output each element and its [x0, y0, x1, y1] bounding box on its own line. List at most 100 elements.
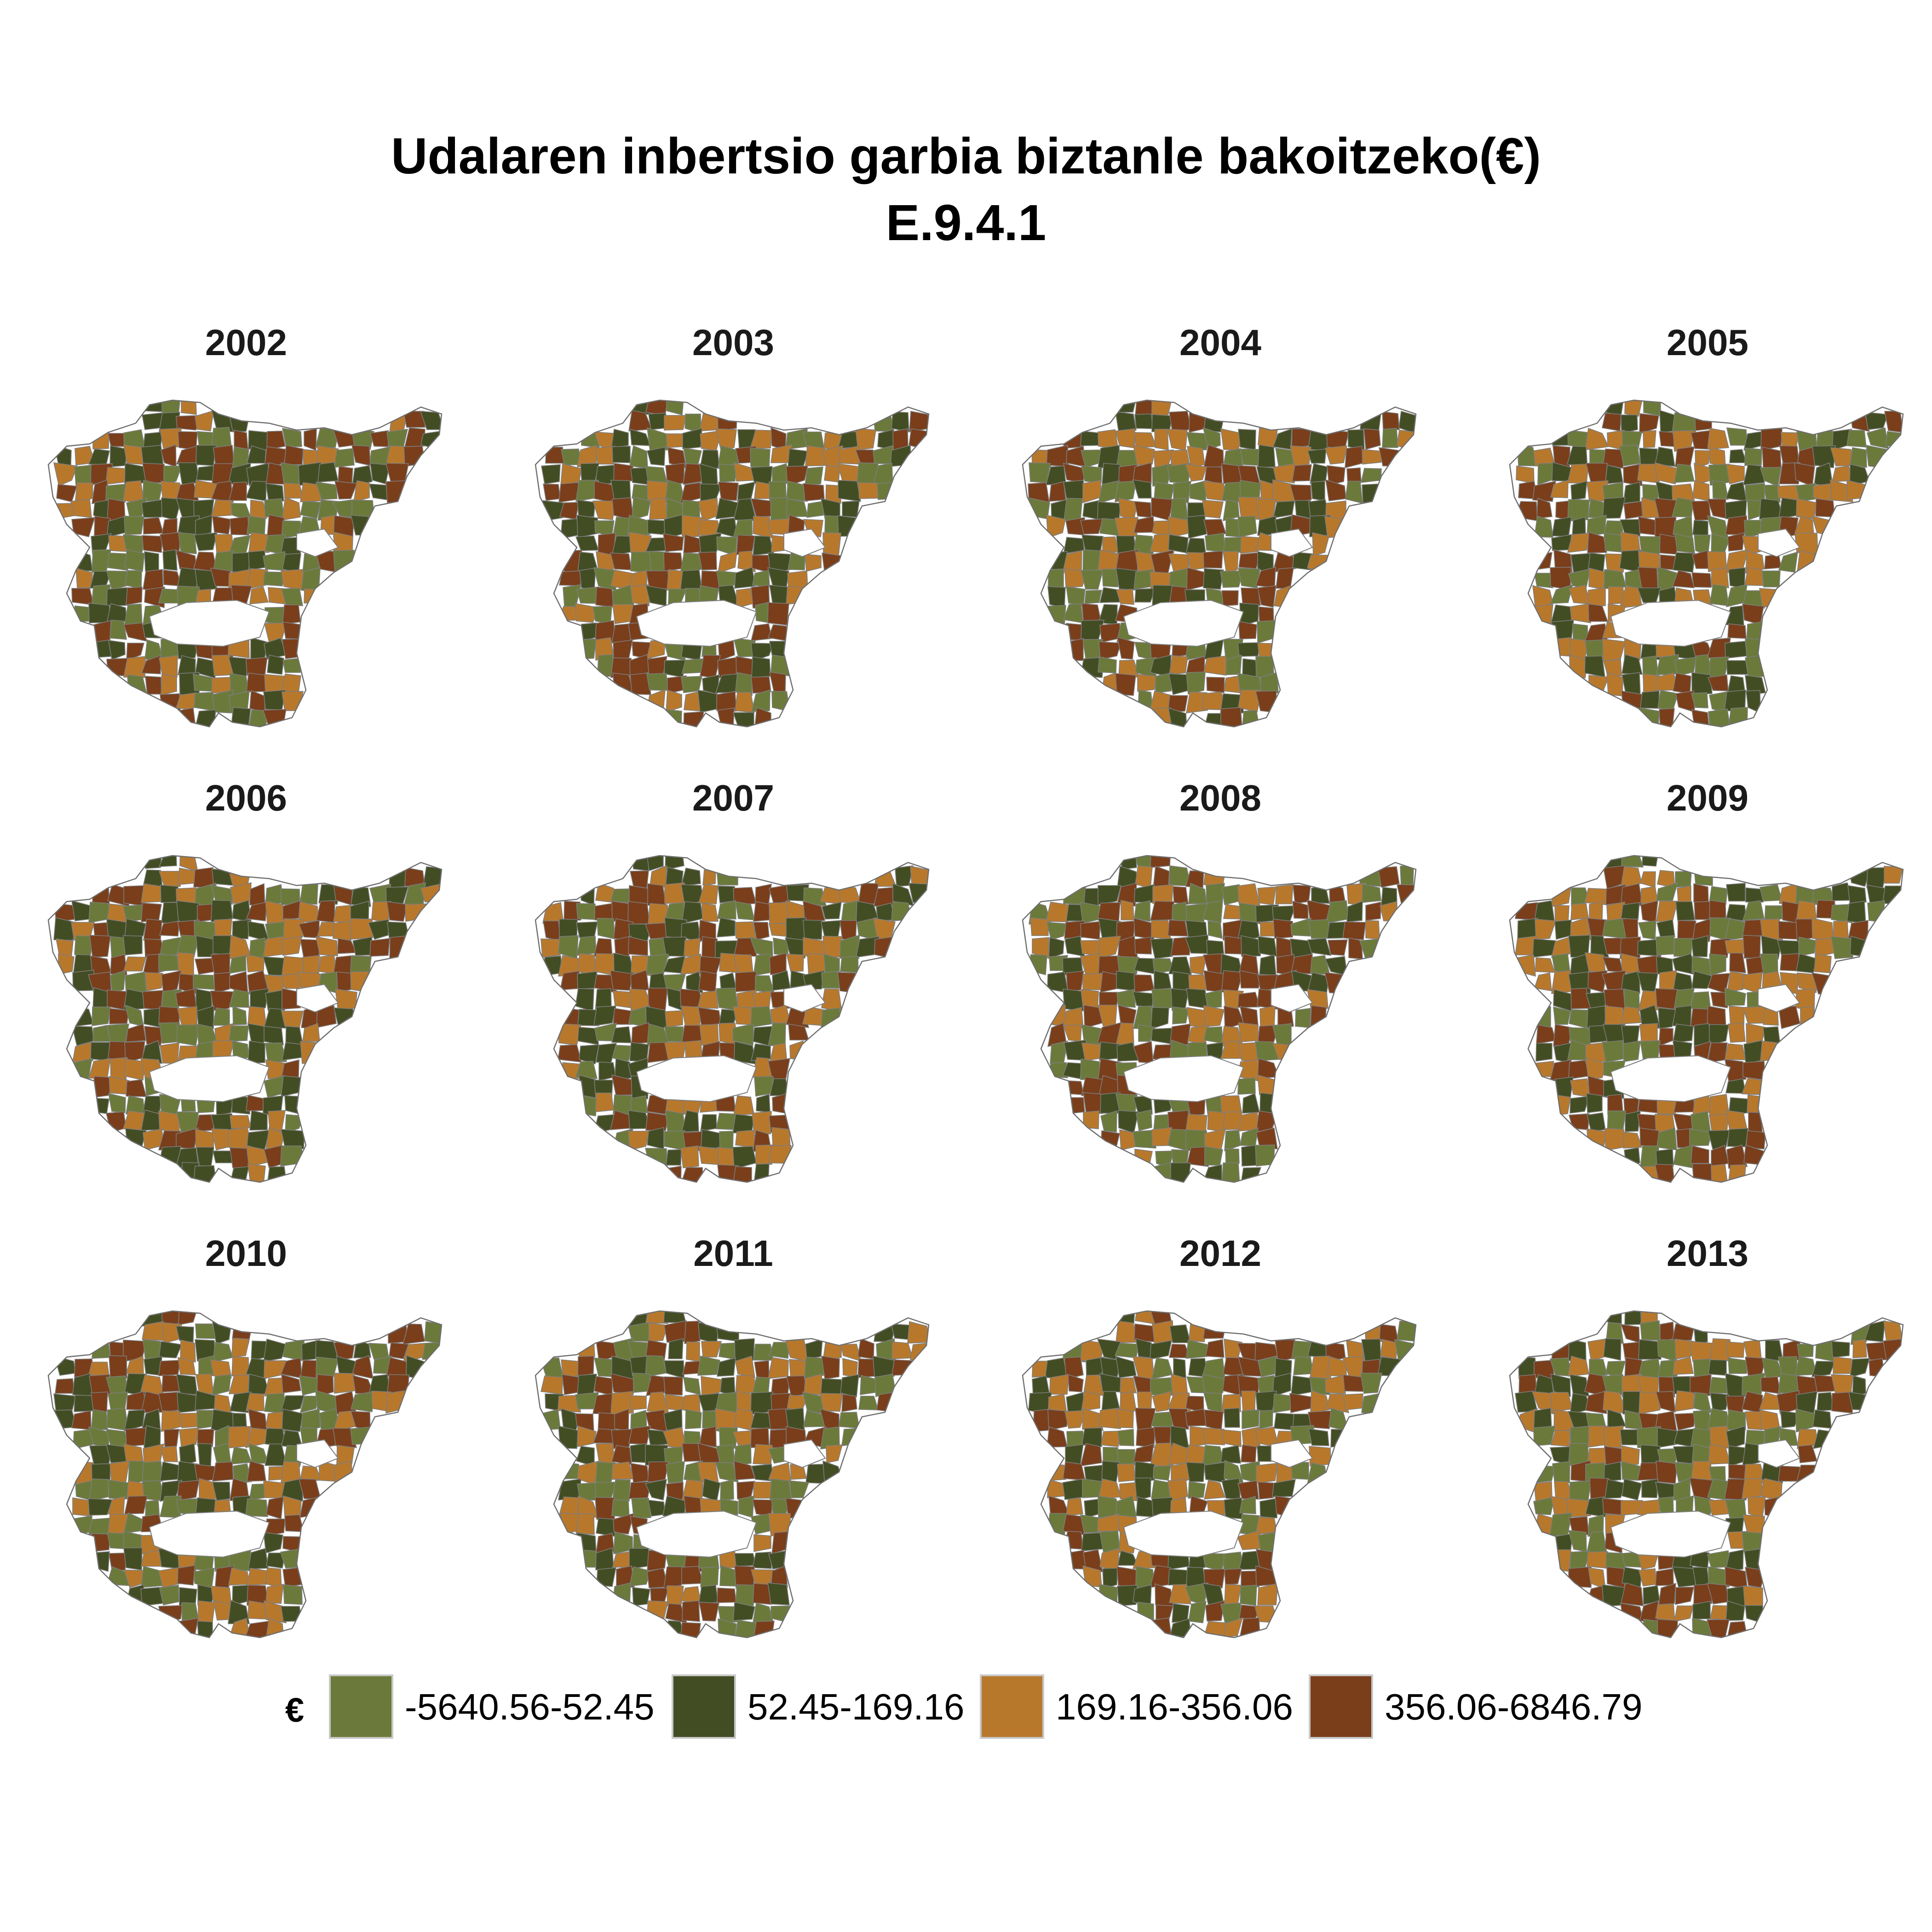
municipality-region — [701, 1341, 722, 1357]
municipality-region — [1533, 1006, 1551, 1028]
municipality-region — [840, 1374, 859, 1398]
municipality-region — [1149, 1565, 1171, 1588]
municipality-region — [281, 1606, 302, 1622]
municipality-region — [1099, 936, 1121, 959]
municipality-region — [212, 1461, 234, 1482]
municipality-region — [1708, 708, 1731, 727]
municipality-region — [838, 480, 861, 502]
municipality-region — [1138, 1024, 1156, 1042]
municipality-region — [700, 1566, 719, 1587]
municipality-region — [1695, 450, 1711, 470]
municipality-region — [1116, 1093, 1138, 1113]
municipality-region — [1726, 464, 1745, 484]
municipality-region — [1656, 919, 1675, 940]
municipality-region — [1831, 936, 1853, 959]
municipality-region — [71, 1410, 92, 1430]
municipality-region — [1028, 954, 1047, 976]
municipality-region — [1884, 411, 1903, 433]
municipality-region — [1258, 1482, 1276, 1500]
municipality-region — [1330, 1429, 1349, 1448]
legend-label: 52.45-169.16 — [748, 1686, 965, 1727]
municipality-region — [1536, 497, 1552, 519]
municipality-region — [699, 1602, 719, 1622]
municipality-region — [1643, 400, 1661, 416]
municipality-region — [282, 1340, 305, 1362]
municipality-region — [1185, 1409, 1208, 1426]
municipality-region — [1224, 1130, 1241, 1152]
municipality-region — [749, 430, 773, 449]
municipality-region — [824, 465, 840, 483]
municipality-region — [682, 1600, 700, 1622]
municipality-region — [1638, 1339, 1662, 1360]
municipality-region — [1691, 672, 1713, 695]
chart-subtitle: E.9.4.1 — [886, 195, 1046, 251]
municipality-region — [1533, 1426, 1556, 1446]
municipality-region — [1365, 902, 1381, 921]
municipality-region — [1760, 884, 1783, 902]
municipality-region — [1760, 1041, 1782, 1061]
municipality-region — [1117, 1463, 1135, 1482]
municipality-region — [1691, 709, 1710, 727]
municipality-region — [301, 1408, 321, 1432]
municipality-region — [647, 1127, 664, 1150]
municipality-region — [1170, 937, 1190, 956]
municipality-region — [334, 448, 355, 468]
municipality-region — [663, 533, 684, 552]
municipality-region — [284, 445, 304, 465]
municipality-region — [232, 1006, 247, 1025]
municipality-region — [212, 463, 233, 485]
municipality-region — [751, 643, 774, 662]
panel-2010: 2010 — [2, 1233, 490, 1674]
municipality-region — [228, 1599, 250, 1624]
municipality-region — [159, 655, 178, 678]
municipality-region — [1712, 480, 1729, 500]
municipality-region — [210, 885, 233, 905]
municipality-region — [1290, 917, 1311, 937]
municipality-region — [1728, 707, 1748, 727]
municipality-region — [632, 1373, 650, 1393]
municipality-region — [1255, 656, 1274, 679]
municipality-region — [1864, 1320, 1886, 1342]
municipality-region — [178, 1311, 200, 1325]
municipality-region — [803, 920, 822, 940]
municipality-region — [1673, 673, 1691, 694]
municipality-region — [1150, 901, 1174, 921]
municipality-region — [1237, 883, 1261, 906]
municipality-region — [806, 500, 825, 518]
municipality-region — [1745, 887, 1764, 903]
municipality-region — [840, 934, 860, 959]
municipality-region — [284, 1095, 305, 1116]
municipality-region — [1202, 1621, 1227, 1638]
municipality-region — [1762, 447, 1782, 468]
municipality-region — [89, 935, 111, 958]
municipality-region — [1638, 567, 1658, 589]
municipality-region — [841, 1428, 862, 1446]
municipality-region — [1778, 1466, 1800, 1482]
municipality-region — [1602, 413, 1622, 431]
municipality-region — [1552, 953, 1570, 972]
municipality-region — [719, 1564, 737, 1587]
municipality-region — [1694, 462, 1714, 486]
municipality-region — [858, 482, 879, 499]
panel-title: 2006 — [205, 777, 287, 818]
municipality-region — [1327, 465, 1346, 485]
municipality-region — [558, 1395, 581, 1413]
municipality-region — [558, 1023, 581, 1046]
municipality-region — [907, 1321, 929, 1344]
municipality-region — [750, 448, 770, 468]
municipality-region — [1117, 956, 1139, 975]
municipality-region — [1657, 690, 1679, 712]
municipality-region — [212, 1374, 231, 1396]
region-outline — [47, 1310, 443, 1639]
municipality-region — [302, 955, 320, 978]
municipality-region — [1083, 1092, 1104, 1114]
municipality-region — [247, 1460, 266, 1482]
municipality-region — [577, 552, 598, 573]
municipality-region — [575, 988, 594, 1012]
municipality-region — [1063, 1024, 1082, 1042]
municipality-region — [304, 428, 317, 451]
municipality-region — [1553, 549, 1573, 573]
municipality-region — [891, 901, 912, 921]
municipality-region — [1744, 567, 1764, 586]
municipality-region — [1168, 1569, 1189, 1586]
